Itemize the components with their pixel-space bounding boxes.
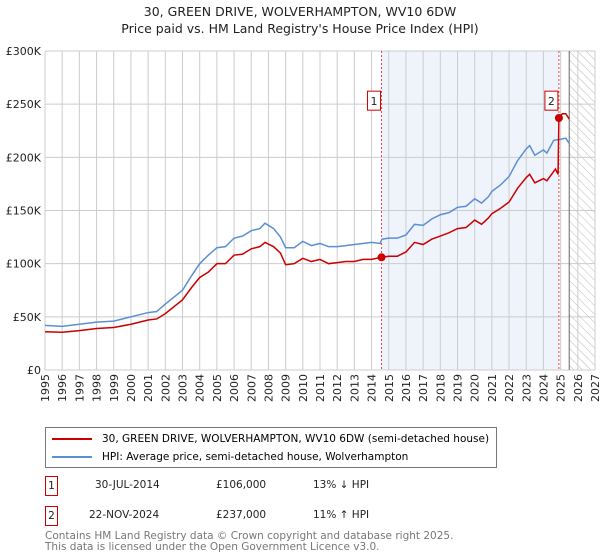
x-tick-label: 2000	[125, 374, 138, 402]
x-tick-label: 2009	[280, 374, 293, 402]
legend: 30, GREEN DRIVE, WOLVERHAMPTON, WV10 6DW…	[45, 427, 497, 468]
sale-hpi-diff: 13% ↓ HPI	[313, 479, 370, 491]
legend-blue-line	[52, 456, 92, 458]
x-tick-label: 2001	[142, 374, 155, 402]
footer-line-2: This data is licensed under the Open Gov…	[45, 541, 380, 553]
plot-area: 1995 1996 1997 1998 1999 2000 2001 2002 2003 2004…	[6, 45, 600, 402]
x-tick-label: 2003	[177, 374, 190, 402]
x-tick-label: 2019	[452, 374, 465, 402]
sale-badge: 1	[45, 476, 58, 496]
x-tick-label: 2022	[503, 374, 516, 402]
chart-title: 30, GREEN DRIVE, WOLVERHAMPTON, WV10 6DW	[143, 4, 457, 19]
x-tick-label: 2023	[520, 374, 533, 402]
x-tick-label: 2013	[348, 374, 361, 402]
x-tick-label: 2021	[486, 374, 499, 402]
sale-label: 2	[548, 95, 555, 108]
x-tick-label: 1999	[108, 374, 121, 402]
sale-row-2: 2 22-NOV-2024 £237,000 11% ↑ HPI	[45, 506, 545, 528]
x-tick-label: 2025	[555, 374, 568, 402]
sale-point	[377, 253, 386, 262]
x-tick-label: 2002	[159, 374, 172, 402]
sale-price: £106,000	[216, 479, 267, 491]
sale-hpi-diff: 11% ↑ HPI	[313, 509, 370, 521]
x-tick-label: 1998	[91, 374, 104, 402]
legend-label-hpi: HPI: Average price, semi-detached house,…	[102, 451, 409, 463]
sale-label: 1	[371, 95, 378, 108]
y-tick-label: £0	[27, 364, 41, 377]
sale-label-box	[367, 90, 382, 111]
sale-point	[554, 113, 563, 122]
hpi-line	[44, 137, 570, 328]
x-tick-label: 2018	[434, 374, 447, 402]
y-tick-label: £200K	[6, 151, 42, 164]
sale-date: 22-NOV-2024	[89, 509, 160, 521]
x-tick-label: 2004	[194, 374, 207, 402]
x-tick-label: 2007	[245, 374, 258, 402]
sale-row-1: 1 30-JUL-2014 £106,000 13% ↓ HPI	[45, 476, 545, 498]
sale-badge: 2	[45, 506, 58, 526]
property-price-line	[44, 112, 570, 334]
x-tick-label: 2008	[262, 374, 275, 402]
x-tick-label: 2017	[417, 374, 430, 402]
x-tick-label: 2015	[383, 374, 396, 402]
footer-line-1: Contains HM Land Registry data © Crown c…	[45, 530, 454, 542]
legend-label-property: 30, GREEN DRIVE, WOLVERHAMPTON, WV10 6DW…	[102, 433, 490, 445]
x-tick-label: 2026	[572, 374, 585, 402]
sale-date: 30-JUL-2014	[95, 479, 160, 491]
x-tick-label: 2016	[400, 374, 413, 402]
x-tick-label: 1996	[56, 374, 69, 402]
y-tick-label: £100K	[6, 258, 42, 271]
y-tick-label: £250K	[6, 98, 42, 111]
x-tick-label: 2020	[469, 374, 482, 402]
x-tick-label: 2010	[297, 374, 310, 402]
x-tick-label: 1995	[39, 374, 52, 402]
x-tick-label: 2005	[211, 374, 224, 402]
sale-label-box	[544, 90, 559, 111]
y-tick-label: £150K	[6, 205, 42, 218]
x-tick-label: 1997	[73, 374, 86, 402]
legend-red-line	[52, 438, 92, 440]
x-tick-label: 2006	[228, 374, 241, 402]
sale-price: £237,000	[216, 509, 267, 521]
x-tick-label: 2024	[537, 374, 550, 402]
x-tick-label: 2014	[366, 374, 379, 402]
chart-subtitle: Price paid vs. HM Land Registry's House …	[121, 21, 479, 36]
y-tick-label: £300K	[6, 45, 42, 58]
x-tick-label: 2027	[589, 374, 600, 402]
x-tick-label: 2011	[314, 374, 327, 402]
y-tick-label: £50K	[13, 311, 42, 324]
x-tick-label: 2012	[331, 374, 344, 402]
